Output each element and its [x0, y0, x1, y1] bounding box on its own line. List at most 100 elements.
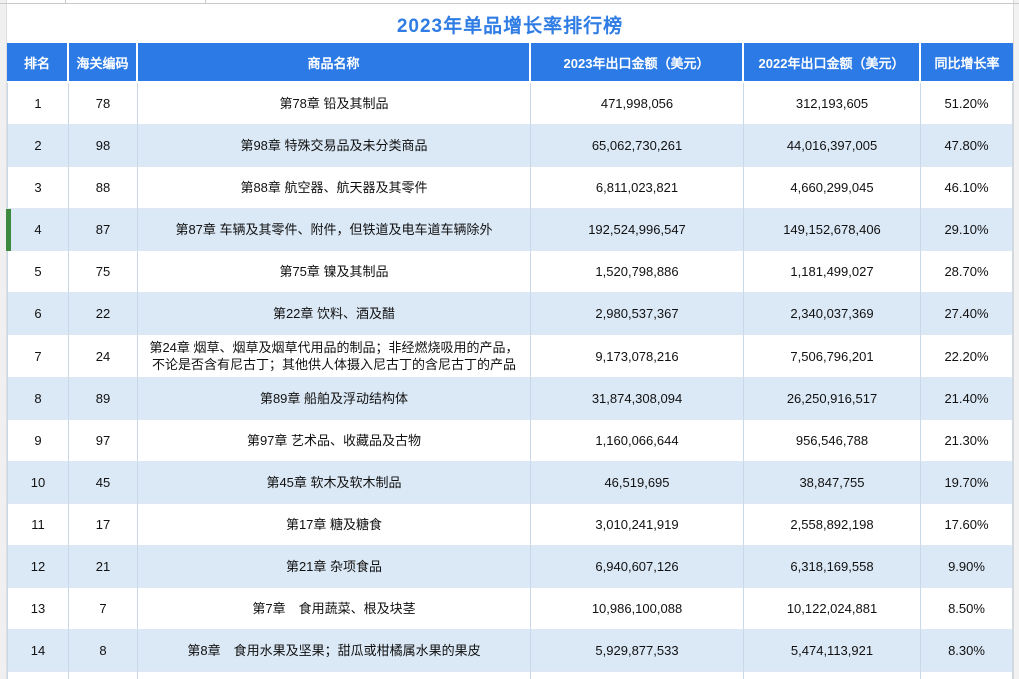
cell-customs-code[interactable]: 88: [69, 167, 138, 209]
cell-export-2022[interactable]: 10,122,024,881: [744, 588, 921, 630]
cell-export-2023[interactable]: 65,062,730,261: [531, 125, 744, 167]
cell-growth-rate[interactable]: 8.30%: [921, 630, 1013, 672]
cell-export-2022[interactable]: 149,152,678,406: [744, 209, 921, 251]
cell-export-2023[interactable]: 192,524,996,547: [531, 209, 744, 251]
cell-customs-code[interactable]: 78: [69, 83, 138, 125]
cell-customs-code[interactable]: 89: [69, 378, 138, 420]
cell-export-2023[interactable]: 1,520,798,886: [531, 251, 744, 293]
cell-product-name[interactable]: 第89章 船舶及浮动结构体: [138, 378, 531, 420]
cell-export-2023[interactable]: 31,874,308,094: [531, 378, 744, 420]
header-cell-growth-rate[interactable]: 同比增长率: [921, 43, 1013, 83]
cell-export-2022[interactable]: 7,506,796,201: [744, 335, 921, 378]
header-cell-customs-code[interactable]: 海关编码: [69, 43, 138, 83]
cell-growth-rate[interactable]: 27.40%: [921, 293, 1013, 335]
table-row: 12 21 第21章 杂项食品 6,940,607,126 6,318,169,…: [7, 546, 1013, 588]
table-row: 5 75 第75章 镍及其制品 1,520,798,886 1,181,499,…: [7, 251, 1013, 293]
cell-export-2023[interactable]: 6,940,607,126: [531, 546, 744, 588]
cell-customs-code[interactable]: 24: [69, 335, 138, 378]
cell-rank[interactable]: 8: [7, 378, 69, 420]
cell-product-name[interactable]: 第87章 车辆及其零件、附件，但铁道及电车道车辆除外: [138, 209, 531, 251]
cell-export-2023[interactable]: 6,811,023,821: [531, 167, 744, 209]
cell-export-2022[interactable]: 26,250,916,517: [744, 378, 921, 420]
cell-product-name[interactable]: 第97章 艺术品、收藏品及古物: [138, 420, 531, 462]
cell-customs-code[interactable]: 45: [69, 462, 138, 504]
cell-export-2023[interactable]: 3,010,241,919: [531, 504, 744, 546]
cell-rank[interactable]: 13: [7, 588, 69, 630]
cell-rank[interactable]: 2: [7, 125, 69, 167]
cell-export-2023[interactable]: 46,519,695: [531, 462, 744, 504]
cell-customs-code[interactable]: 98: [69, 125, 138, 167]
cell-customs-code[interactable]: 7: [69, 588, 138, 630]
table-row: 1 78 第78章 铅及其制品 471,998,056 312,193,605 …: [7, 83, 1013, 125]
cell-customs-code[interactable]: 75: [69, 251, 138, 293]
cell-export-2022[interactable]: 312,193,605: [744, 83, 921, 125]
cell-growth-rate[interactable]: 47.80%: [921, 125, 1013, 167]
table-row: 8 89 第89章 船舶及浮动结构体 31,874,308,094 26,250…: [7, 378, 1013, 420]
cell-rank[interactable]: 12: [7, 546, 69, 588]
cell-growth-rate[interactable]: 8.50%: [921, 588, 1013, 630]
cell-customs-code[interactable]: 8: [69, 630, 138, 672]
table-row: 9 97 第97章 艺术品、收藏品及古物 1,160,066,644 956,5…: [7, 420, 1013, 462]
cell-rank[interactable]: 3: [7, 167, 69, 209]
cell-export-2023[interactable]: 471,998,056: [531, 83, 744, 125]
cell-growth-rate[interactable]: 19.70%: [921, 462, 1013, 504]
cell-product-name[interactable]: 第8章 食用水果及坚果；甜瓜或柑橘属水果的果皮: [138, 630, 531, 672]
header-cell-export-2022[interactable]: 2022年出口金额（美元）: [744, 43, 921, 83]
cell-export-2023[interactable]: 9,173,078,216: [531, 335, 744, 378]
cell-rank[interactable]: 1: [7, 83, 69, 125]
cell-rank[interactable]: 6: [7, 293, 69, 335]
header-cell-product-name[interactable]: 商品名称: [138, 43, 531, 83]
cell-customs-code[interactable]: 22: [69, 293, 138, 335]
cell-product-name[interactable]: 第17章 糖及糖食: [138, 504, 531, 546]
cell-product-name[interactable]: 第21章 杂项食品: [138, 546, 531, 588]
cell-customs-code[interactable]: 97: [69, 420, 138, 462]
cell-customs-code[interactable]: 17: [69, 504, 138, 546]
header-cell-export-2023[interactable]: 2023年出口金额（美元）: [531, 43, 744, 83]
cell-growth-rate[interactable]: 21.30%: [921, 420, 1013, 462]
cell-rank[interactable]: 4: [7, 209, 69, 251]
cell-growth-rate[interactable]: 9.90%: [921, 546, 1013, 588]
table-title[interactable]: 2023年单品增长率排行榜: [7, 0, 1013, 43]
grid-tick: [65, 0, 66, 3]
cell-export-2023[interactable]: 5,929,877,533: [531, 630, 744, 672]
cell-rank[interactable]: 14: [7, 630, 69, 672]
cell-growth-rate[interactable]: 29.10%: [921, 209, 1013, 251]
cell-growth-rate[interactable]: 28.70%: [921, 251, 1013, 293]
cell-product-name[interactable]: 第75章 镍及其制品: [138, 251, 531, 293]
cell-product-name[interactable]: 第22章 饮料、酒及醋: [138, 293, 531, 335]
header-cell-rank[interactable]: 排名: [7, 43, 69, 83]
cell-rank[interactable]: 9: [7, 420, 69, 462]
cell-export-2022[interactable]: 2,558,892,198: [744, 504, 921, 546]
cell-export-2022[interactable]: 44,016,397,005: [744, 125, 921, 167]
cell-rank[interactable]: 10: [7, 462, 69, 504]
cell-export-2023[interactable]: 2,980,537,367: [531, 293, 744, 335]
cell-product-name[interactable]: 第98章 特殊交易品及未分类商品: [138, 125, 531, 167]
cell-growth-rate[interactable]: 17.60%: [921, 504, 1013, 546]
table-row: 14 8 第8章 食用水果及坚果；甜瓜或柑橘属水果的果皮 5,929,877,5…: [7, 630, 1013, 672]
cell-growth-rate[interactable]: 46.10%: [921, 167, 1013, 209]
cell-growth-rate[interactable]: 21.40%: [921, 378, 1013, 420]
cell-export-2022[interactable]: 38,847,755: [744, 462, 921, 504]
cell-empty: [744, 672, 921, 679]
cell-rank[interactable]: 5: [7, 251, 69, 293]
cell-rank[interactable]: 11: [7, 504, 69, 546]
cell-export-2023[interactable]: 1,160,066,644: [531, 420, 744, 462]
cell-export-2022[interactable]: 956,546,788: [744, 420, 921, 462]
cell-export-2023[interactable]: 10,986,100,088: [531, 588, 744, 630]
cell-export-2022[interactable]: 4,660,299,045: [744, 167, 921, 209]
cell-export-2022[interactable]: 1,181,499,027: [744, 251, 921, 293]
cell-growth-rate[interactable]: 22.20%: [921, 335, 1013, 378]
cell-product-name[interactable]: 第45章 软木及软木制品: [138, 462, 531, 504]
cell-growth-rate[interactable]: 51.20%: [921, 83, 1013, 125]
cell-export-2022[interactable]: 5,474,113,921: [744, 630, 921, 672]
cell-customs-code[interactable]: 21: [69, 546, 138, 588]
cell-export-2022[interactable]: 2,340,037,369: [744, 293, 921, 335]
grid-right-margin: [1013, 0, 1019, 679]
cell-product-name[interactable]: 第78章 铅及其制品: [138, 83, 531, 125]
cell-export-2022[interactable]: 6,318,169,558: [744, 546, 921, 588]
cell-customs-code[interactable]: 87: [69, 209, 138, 251]
cell-product-name[interactable]: 第7章 食用蔬菜、根及块茎: [138, 588, 531, 630]
cell-rank[interactable]: 7: [7, 335, 69, 378]
cell-product-name[interactable]: 第24章 烟草、烟草及烟草代用品的制品；非经燃烧吸用的产品，不论是否含有尼古丁；…: [138, 335, 531, 378]
cell-product-name[interactable]: 第88章 航空器、航天器及其零件: [138, 167, 531, 209]
